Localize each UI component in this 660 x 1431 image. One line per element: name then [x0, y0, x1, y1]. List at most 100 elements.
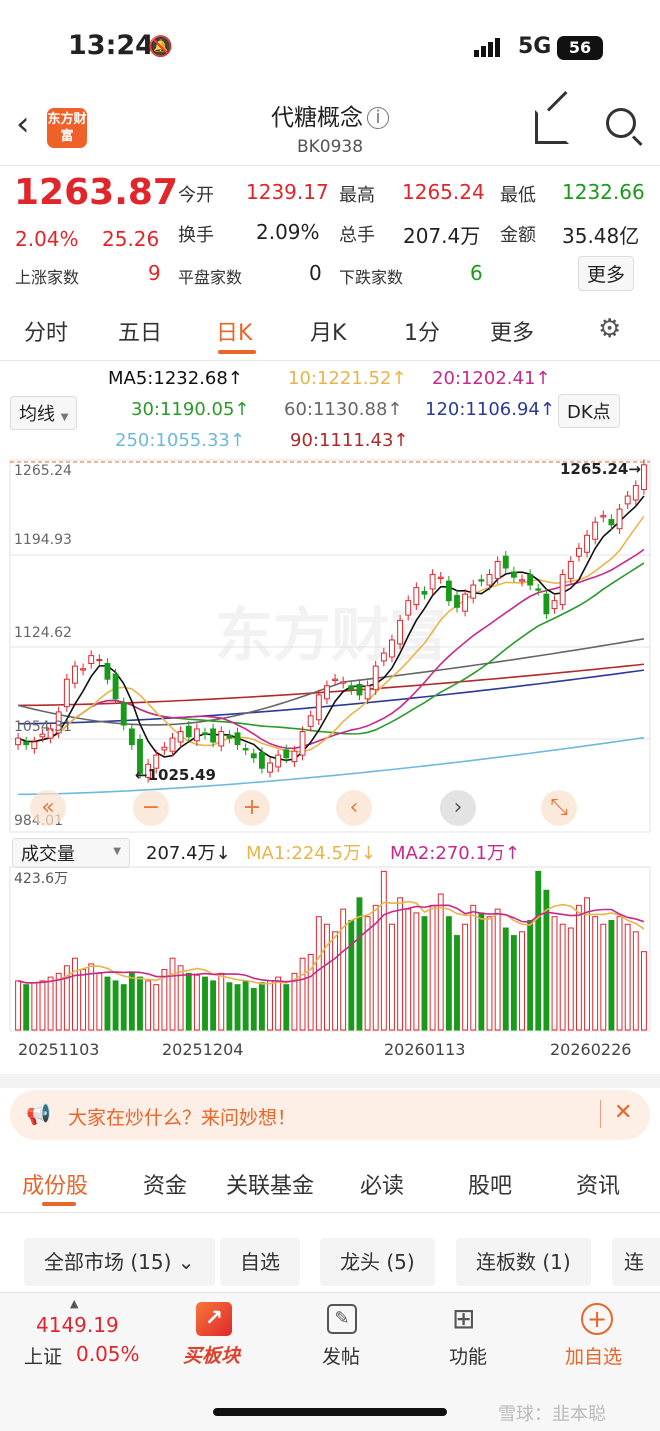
- volume-chart[interactable]: [0, 865, 660, 1035]
- open-label: 今开: [178, 185, 214, 206]
- ma-selector[interactable]: 均线 ▼: [10, 396, 78, 430]
- volume-bar: [584, 897, 590, 1031]
- volume-bar: [356, 897, 363, 1031]
- volume-bar: [307, 953, 314, 1031]
- zoom-in-icon[interactable]: +: [234, 790, 270, 826]
- volume-bar: [202, 976, 208, 1031]
- dk-point-button[interactable]: DK点: [558, 394, 620, 428]
- volume-bar: [177, 965, 184, 1031]
- fast-back-icon[interactable]: «: [30, 790, 66, 826]
- functions-grid-icon[interactable]: ⊞: [452, 1302, 476, 1335]
- tab-forum[interactable]: 股吧: [468, 1174, 513, 1199]
- tab-funds[interactable]: 资金: [143, 1174, 188, 1199]
- indicator-label: 成交量: [21, 844, 75, 865]
- functions-label[interactable]: 功能: [449, 1346, 488, 1368]
- more-button[interactable]: 更多: [578, 256, 635, 291]
- dropdown-icon: ▼: [113, 846, 121, 857]
- settings-gear-icon[interactable]: ⚙: [598, 314, 622, 344]
- share-icon[interactable]: [535, 91, 569, 144]
- signal-icon: [474, 38, 502, 57]
- scroll-left-icon[interactable]: ‹: [336, 790, 372, 826]
- candlestick: [405, 595, 412, 621]
- tab-monthly-k[interactable]: 月K: [310, 321, 347, 346]
- board-code: BK0938: [296, 137, 364, 157]
- volume-bar: [567, 927, 574, 1031]
- volume-bar: [616, 916, 623, 1031]
- filter-limit-up-streak[interactable]: 连板数 (1): [456, 1238, 591, 1286]
- kline-chart[interactable]: 东方财富: [0, 455, 660, 835]
- candlestick: [632, 480, 639, 506]
- candlestick: [80, 663, 87, 676]
- tab-news[interactable]: 资讯: [576, 1174, 621, 1199]
- tab-1min[interactable]: 1分: [404, 321, 440, 346]
- index-value[interactable]: 4149.19: [36, 1313, 119, 1337]
- volume-bar: [389, 923, 395, 1031]
- buy-board-icon[interactable]: ↗: [196, 1302, 232, 1336]
- ma20-legend: 20:1202.41↑: [432, 368, 551, 389]
- volume-ma2-line: [17, 904, 645, 984]
- volume-bar: [486, 916, 493, 1031]
- up-triangle-icon: ▲: [70, 1297, 79, 1310]
- tab-intraday[interactable]: 分时: [24, 321, 69, 346]
- close-icon[interactable]: ✕: [614, 1100, 633, 1125]
- post-edit-icon[interactable]: ✎: [327, 1304, 357, 1334]
- tab-more[interactable]: 更多: [490, 321, 535, 346]
- volume-bar: [470, 904, 477, 1031]
- title-text: 代糖概念: [271, 105, 363, 131]
- candlestick: [258, 747, 265, 774]
- volume-bar: [559, 923, 566, 1031]
- candlestick: [250, 748, 257, 763]
- tab-constituents[interactable]: 成份股: [22, 1174, 89, 1199]
- volume-bar: [527, 919, 534, 1031]
- add-watchlist-label[interactable]: 加自选: [565, 1346, 623, 1368]
- volume-bar: [510, 935, 517, 1031]
- volume-bar: [96, 972, 103, 1031]
- volume-bar: [210, 980, 217, 1031]
- source-watermark: 雪球：韭本聪: [498, 1404, 606, 1425]
- indicator-selector[interactable]: 成交量 ▼: [12, 838, 130, 868]
- volume-bar: [15, 980, 22, 1031]
- post-label[interactable]: 发帖: [322, 1346, 361, 1368]
- buy-board-label[interactable]: 买板块: [183, 1345, 241, 1367]
- change-pct: 2.04%: [15, 227, 79, 251]
- ma120-line: [18, 669, 645, 725]
- volume-bar: [462, 923, 469, 1031]
- filter-more[interactable]: 连板: [612, 1238, 660, 1286]
- fullscreen-icon[interactable]: ⤡: [541, 790, 577, 826]
- y-label-4: 1054.31: [14, 719, 72, 735]
- add-watchlist-icon[interactable]: +: [581, 1303, 613, 1335]
- zoom-out-icon[interactable]: −: [133, 790, 169, 826]
- tab-five-day[interactable]: 五日: [118, 321, 163, 346]
- candlestick: [210, 723, 217, 748]
- tab-daily-k[interactable]: 日K: [216, 321, 253, 346]
- volume-bar: [283, 984, 290, 1031]
- volume-bar: [299, 957, 306, 1031]
- filter-watchlist[interactable]: 自选: [220, 1238, 300, 1286]
- tab-related-funds[interactable]: 关联基金: [226, 1174, 315, 1199]
- volume-current: 207.4万↓: [146, 843, 231, 864]
- candlestick: [519, 574, 525, 587]
- volume-bar: [120, 984, 127, 1031]
- candlestick: [96, 654, 103, 665]
- volume-bar: [55, 972, 62, 1031]
- flat-count: 0: [309, 261, 322, 285]
- scroll-right-icon[interactable]: ›: [440, 790, 476, 826]
- tab-must-read[interactable]: 必读: [360, 1174, 405, 1199]
- volume-bar: [63, 965, 70, 1031]
- candlestick: [31, 736, 38, 754]
- back-icon[interactable]: ‹: [16, 104, 30, 144]
- filter-all-markets[interactable]: 全部市场 (15) ⌄: [24, 1238, 215, 1286]
- filter-leaders[interactable]: 龙头 (5): [320, 1238, 435, 1286]
- search-icon[interactable]: [606, 108, 643, 147]
- ai-banner[interactable]: 📢 大家在炒什么？来问妙想！ ✕: [10, 1090, 650, 1140]
- info-icon[interactable]: i: [367, 107, 389, 129]
- ma5-legend: MA5:1232.68↑: [108, 368, 243, 389]
- dropdown-icon: ▼: [60, 412, 69, 423]
- candlestick: [575, 543, 582, 562]
- high-value: 1265.24: [402, 180, 485, 204]
- volume-bar: [429, 904, 436, 1031]
- candlestick: [291, 745, 298, 767]
- volume-bar: [632, 931, 639, 1031]
- candlestick: [177, 726, 184, 748]
- candlestick: [389, 634, 395, 663]
